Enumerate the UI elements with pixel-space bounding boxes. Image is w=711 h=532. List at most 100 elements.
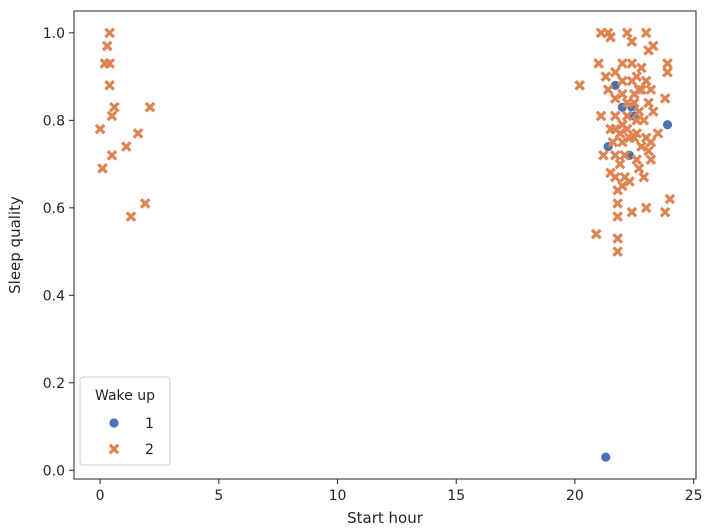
data-point-series-2-71 xyxy=(636,141,647,152)
x-tick-label: 25 xyxy=(685,488,703,504)
data-point-series-2-45 xyxy=(617,136,628,148)
data-point-series-2-70 xyxy=(636,84,647,96)
data-point-series-1-0 xyxy=(600,451,612,463)
data-point-series-2-14 xyxy=(144,101,156,113)
data-point-series-2-5 xyxy=(104,27,115,39)
data-point-series-2-41 xyxy=(617,58,628,69)
data-point-series-2-39 xyxy=(614,128,626,139)
legend-label-2: 2 xyxy=(145,442,154,458)
data-point-series-2-49 xyxy=(621,27,633,39)
data-point-series-2-7 xyxy=(106,110,118,122)
legend-title: Wake up xyxy=(95,388,155,404)
data-point-series-2-87 xyxy=(659,93,671,104)
legend-label-1: 1 xyxy=(145,416,154,432)
x-tick-label: 10 xyxy=(329,488,347,504)
data-point-series-2-28 xyxy=(609,66,621,78)
data-point-series-2-75 xyxy=(640,75,652,87)
data-point-series-2-27 xyxy=(607,136,619,148)
data-point-series-2-17 xyxy=(593,58,604,69)
data-point-series-2-43 xyxy=(617,88,628,100)
y-tick-label: 0.0 xyxy=(43,463,65,479)
data-point-series-2-74 xyxy=(640,27,652,39)
y-axis-ticks: 0.0 0.2 0.4 0.6 0.8 1.0 xyxy=(43,26,74,479)
y-tick-label: 0.2 xyxy=(43,376,65,392)
data-point-series-2-66 xyxy=(633,84,645,96)
data-point-series-2-68 xyxy=(633,163,645,174)
data-point-series-2-90 xyxy=(662,66,673,78)
data-point-series-2-40 xyxy=(614,158,626,170)
y-tick-label: 0.4 xyxy=(43,288,65,304)
legend-marker-2 xyxy=(108,443,120,455)
data-point-series-2-60 xyxy=(628,97,640,109)
data-point-series-2-29 xyxy=(609,93,621,104)
data-point-series-2-62 xyxy=(631,71,642,82)
data-point-series-2-12 xyxy=(132,128,144,139)
plot-frame xyxy=(73,10,697,480)
data-point-series-2-67 xyxy=(633,106,645,117)
legend-marker-1 xyxy=(108,417,120,429)
data-point-series-2-80 xyxy=(643,145,654,157)
data-point-series-2-54 xyxy=(624,176,635,187)
data-point-series-2-6 xyxy=(104,80,115,91)
y-tick-label: 1.0 xyxy=(43,26,65,42)
data-point-series-2-21 xyxy=(600,71,612,82)
x-tick-label: 15 xyxy=(447,488,465,504)
y-tick-label: 0.8 xyxy=(43,113,65,129)
data-point-series-2-79 xyxy=(643,97,654,109)
x-tick-label: 20 xyxy=(566,488,584,504)
legend: Wake up 12 xyxy=(79,376,171,466)
data-point-series-2-64 xyxy=(631,128,642,139)
data-point-series-2-0 xyxy=(94,123,106,135)
data-point-series-2-32 xyxy=(609,150,621,161)
data-point-series-2-35 xyxy=(612,198,623,209)
data-point-series-2-56 xyxy=(626,58,638,69)
x-axis-ticks: 0 5 10 15 20 25 xyxy=(96,479,703,504)
data-point-series-2-47 xyxy=(619,150,631,161)
data-point-series-2-16 xyxy=(590,228,602,240)
data-point-series-2-77 xyxy=(640,202,652,214)
data-point-series-2-51 xyxy=(621,110,633,122)
data-point-series-2-3 xyxy=(101,40,113,52)
data-point-series-2-37 xyxy=(612,233,623,244)
legend-entries: 12 xyxy=(108,416,154,458)
x-axis-label: Start hour xyxy=(347,509,424,527)
data-point-series-2-42 xyxy=(617,75,628,87)
y-tick-label: 0.6 xyxy=(43,201,65,217)
data-point-series-1-7 xyxy=(662,119,673,131)
data-point-series-2-58 xyxy=(626,206,638,218)
data-point-series-2-30 xyxy=(609,110,621,122)
data-point-series-2-11 xyxy=(125,211,137,222)
data-point-series-2-84 xyxy=(647,40,659,52)
data-point-series-2-10 xyxy=(120,141,132,152)
data-point-series-2-85 xyxy=(647,106,659,117)
data-point-series-2-69 xyxy=(636,62,647,74)
data-point-series-2-52 xyxy=(621,123,633,135)
data-point-series-2-33 xyxy=(609,171,621,183)
data-point-series-2-88 xyxy=(659,206,671,218)
data-point-series-2-38 xyxy=(612,246,623,257)
x-tick-label: 5 xyxy=(214,488,223,504)
data-point-series-2-82 xyxy=(645,136,657,148)
data-point-series-2-36 xyxy=(612,211,623,222)
data-point-series-2-81 xyxy=(645,84,657,96)
data-point-series-2-86 xyxy=(652,128,664,139)
data-point-series-2-18 xyxy=(595,110,607,122)
data-point-series-2-15 xyxy=(574,80,586,91)
data-point-series-2-46 xyxy=(617,180,628,192)
data-point-series-2-73 xyxy=(638,171,650,183)
legend-box xyxy=(79,376,171,466)
y-axis-label: Sleep quality xyxy=(6,196,24,294)
data-point-series-2-9 xyxy=(109,101,120,113)
data-point-series-2-83 xyxy=(645,154,657,166)
data-point-series-2-20 xyxy=(598,150,609,161)
data-point-series-2-55 xyxy=(626,36,638,47)
data-point-series-2-89 xyxy=(662,58,673,69)
data-point-series-2-72 xyxy=(638,115,650,126)
data-point-series-2-24 xyxy=(605,31,616,43)
marks-layer xyxy=(94,27,676,463)
data-point-series-2-65 xyxy=(631,154,642,166)
data-point-series-2-4 xyxy=(104,58,115,69)
data-point-series-2-8 xyxy=(106,150,118,161)
